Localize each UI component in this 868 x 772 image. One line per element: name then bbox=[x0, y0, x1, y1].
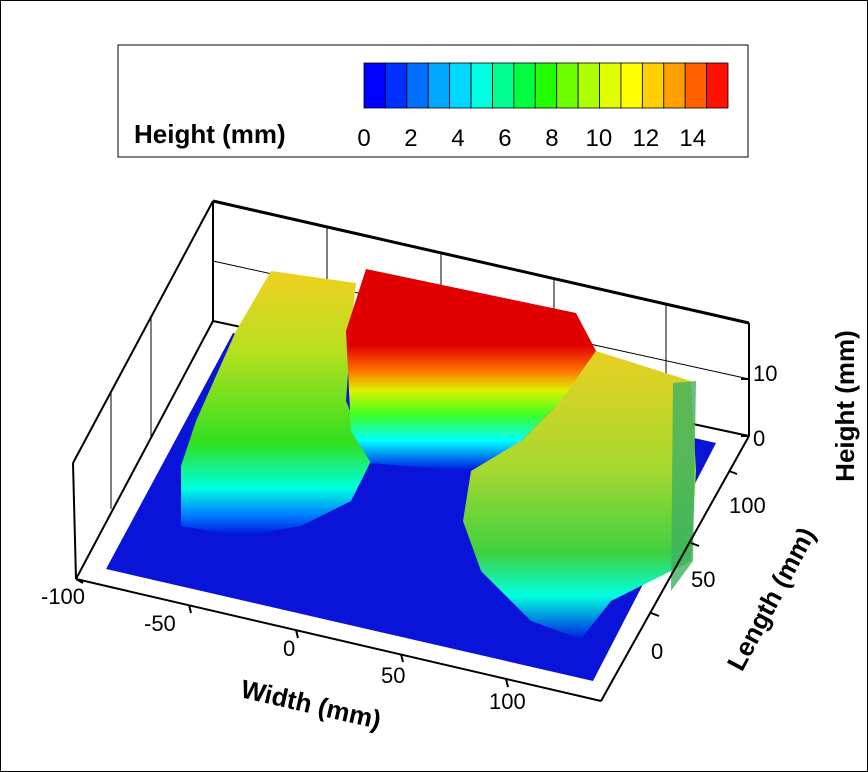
colorbar-tick-label: 4 bbox=[451, 125, 464, 152]
colorbar-band bbox=[599, 62, 622, 109]
colorbar-band bbox=[534, 62, 558, 109]
colorbar-tick-label: 0 bbox=[357, 125, 370, 152]
x-tick-label: 0 bbox=[283, 636, 295, 661]
x-tick-label: 100 bbox=[489, 689, 526, 714]
colorbar-band bbox=[620, 62, 643, 109]
colorbar-tick-label: 6 bbox=[498, 125, 511, 152]
colorbar-band bbox=[385, 62, 408, 109]
colorbar-band bbox=[684, 62, 707, 109]
colorbar-tick-label: 10 bbox=[585, 125, 612, 152]
z-tick-label: 10 bbox=[753, 361, 777, 386]
y-tick-label: 0 bbox=[651, 639, 663, 664]
legend-title: Height (mm) bbox=[134, 119, 286, 149]
colorbar-band bbox=[363, 62, 386, 109]
colorbar-band bbox=[470, 62, 493, 109]
x-tick-label: -50 bbox=[144, 611, 176, 636]
y-tick-label: 50 bbox=[691, 567, 715, 592]
surface-left-ridge bbox=[181, 271, 371, 536]
surface-center-mound bbox=[346, 269, 596, 471]
legend: Height (mm) 0 2 4 6 8 10 12 14 bbox=[117, 44, 749, 158]
x-axis-title: Width (mm) bbox=[238, 674, 384, 735]
colorbar-tick-label: 12 bbox=[632, 125, 659, 152]
colorbar-band bbox=[427, 62, 451, 109]
colorbar-band bbox=[556, 62, 579, 109]
colorbar-band bbox=[706, 62, 729, 109]
y-tick-label: 100 bbox=[729, 493, 766, 518]
z-tick-label: 0 bbox=[753, 426, 765, 451]
colorbar-tick-label: 2 bbox=[404, 125, 417, 152]
colorbar bbox=[363, 62, 729, 109]
surface-right-wall bbox=[671, 381, 696, 591]
y-axis-title: Length (mm) bbox=[721, 522, 821, 675]
axis-front-edges bbox=[75, 378, 750, 702]
colorbar-band bbox=[663, 62, 686, 109]
surface-right-ridge bbox=[463, 351, 696, 639]
colorbar-band bbox=[513, 62, 536, 109]
colorbar-band bbox=[492, 62, 515, 109]
colorbar-tick-label: 8 bbox=[545, 125, 558, 152]
colorbar-band bbox=[449, 62, 472, 109]
colorbar-band bbox=[577, 62, 600, 109]
colorbar-band bbox=[406, 62, 429, 109]
colorbar-tick-label: 14 bbox=[679, 125, 706, 152]
x-tick-label: -100 bbox=[41, 584, 85, 609]
colorbar-band bbox=[641, 62, 665, 109]
x-tick-label: 50 bbox=[381, 663, 405, 688]
z-axis-title: Height (mm) bbox=[830, 330, 860, 482]
